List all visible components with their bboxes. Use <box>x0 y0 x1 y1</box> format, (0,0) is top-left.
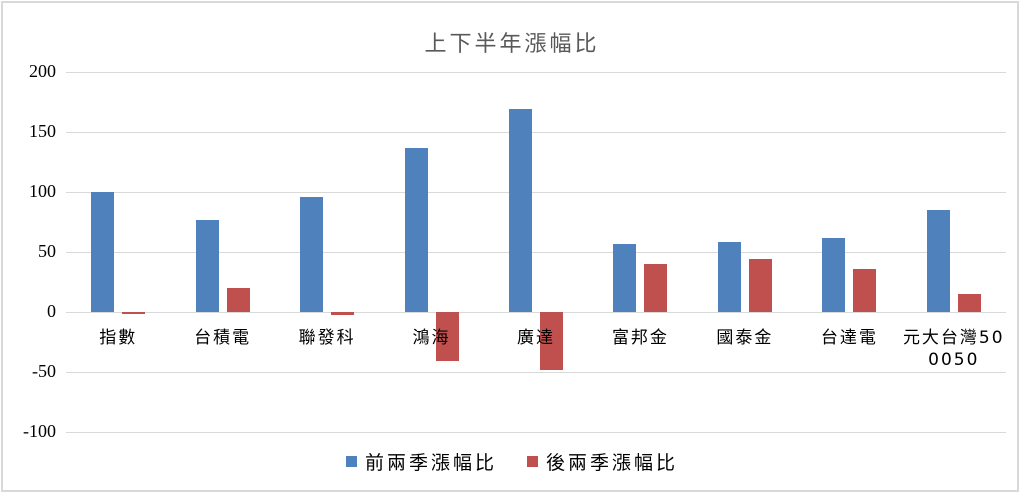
y-tick-label: 50 <box>38 241 56 261</box>
x-category-label-line: 台積電 <box>194 328 252 348</box>
x-category-label: 廣達 <box>476 327 596 349</box>
gridline <box>66 252 1006 253</box>
x-category-label: 富邦金 <box>580 327 700 349</box>
gridline <box>66 432 1006 433</box>
chart-title: 上下半年漲幅比 <box>424 32 600 57</box>
y-tick-label: 150 <box>29 121 56 141</box>
bar-series-2 <box>435 312 459 362</box>
bar-series-1 <box>195 219 219 312</box>
x-category-label-line: 廣達 <box>517 328 555 348</box>
x-category-label: 鴻海 <box>372 327 492 349</box>
legend-label-series-2: 後兩季漲幅比 <box>546 452 679 474</box>
x-category-label-line: 富邦金 <box>611 328 669 348</box>
legend-item-series-2: 後兩季漲幅比 <box>527 448 678 475</box>
x-category-label-line: 國泰金 <box>716 328 774 348</box>
bar-series-2 <box>853 268 877 312</box>
gridline <box>66 72 1006 73</box>
y-tick-label: -50 <box>32 361 56 381</box>
bar-series-1 <box>300 196 324 312</box>
gridline <box>66 372 1006 373</box>
bar-series-2 <box>540 312 563 370</box>
x-category-label-line: 元大台灣50 <box>902 328 1005 348</box>
gridline <box>66 192 1006 193</box>
y-tick-label: -100 <box>23 421 56 441</box>
legend: 前兩季漲幅比 後兩季漲幅比 <box>0 448 1024 475</box>
x-category-label-line: 台達電 <box>820 328 878 348</box>
bar-series-2 <box>331 312 355 315</box>
bar-series-1 <box>822 237 846 312</box>
gridline <box>66 312 1006 313</box>
gridline <box>66 132 1006 133</box>
bar-series-2 <box>226 288 250 312</box>
bar-series-2 <box>748 259 772 312</box>
bar-series-1 <box>404 147 428 312</box>
x-category-label: 國泰金 <box>685 327 805 349</box>
y-tick-label: 0 <box>47 301 56 321</box>
bar-series-1 <box>91 192 115 312</box>
bar-series-1 <box>717 242 741 312</box>
x-category-label: 聯發科 <box>267 327 387 349</box>
x-category-label: 台積電 <box>163 327 283 349</box>
legend-label-series-1: 前兩季漲幅比 <box>364 452 497 474</box>
y-tick-label: 100 <box>29 181 56 201</box>
x-category-label-line: 鴻海 <box>412 328 451 348</box>
x-category-label-line: 0050 <box>928 350 980 370</box>
bar-series-1 <box>509 109 532 312</box>
y-tick-label: 200 <box>29 61 56 81</box>
x-category-label: 指數 <box>58 327 178 349</box>
bar-series-2 <box>957 294 981 312</box>
bar-series-2 <box>122 312 146 314</box>
bar-series-1 <box>613 243 637 312</box>
x-category-label: 元大台灣50 0050 <box>894 327 1014 371</box>
bar-series-1 <box>926 210 950 312</box>
x-category-label-line: 指數 <box>99 328 138 348</box>
x-category-label: 台達電 <box>789 327 909 349</box>
plot-area: 200 150 100 50 0 -50 -100 指數 台積電 聯發科 鴻海 廣達 富邦金 國泰金 台達電… <box>23 61 1006 441</box>
bar-series-2 <box>644 264 668 312</box>
x-category-label-line: 聯發科 <box>298 328 356 348</box>
legend-swatch-series-2 <box>527 456 538 467</box>
legend-swatch-series-1 <box>345 456 357 467</box>
legend-item-series-1: 前兩季漲幅比 <box>345 448 497 475</box>
